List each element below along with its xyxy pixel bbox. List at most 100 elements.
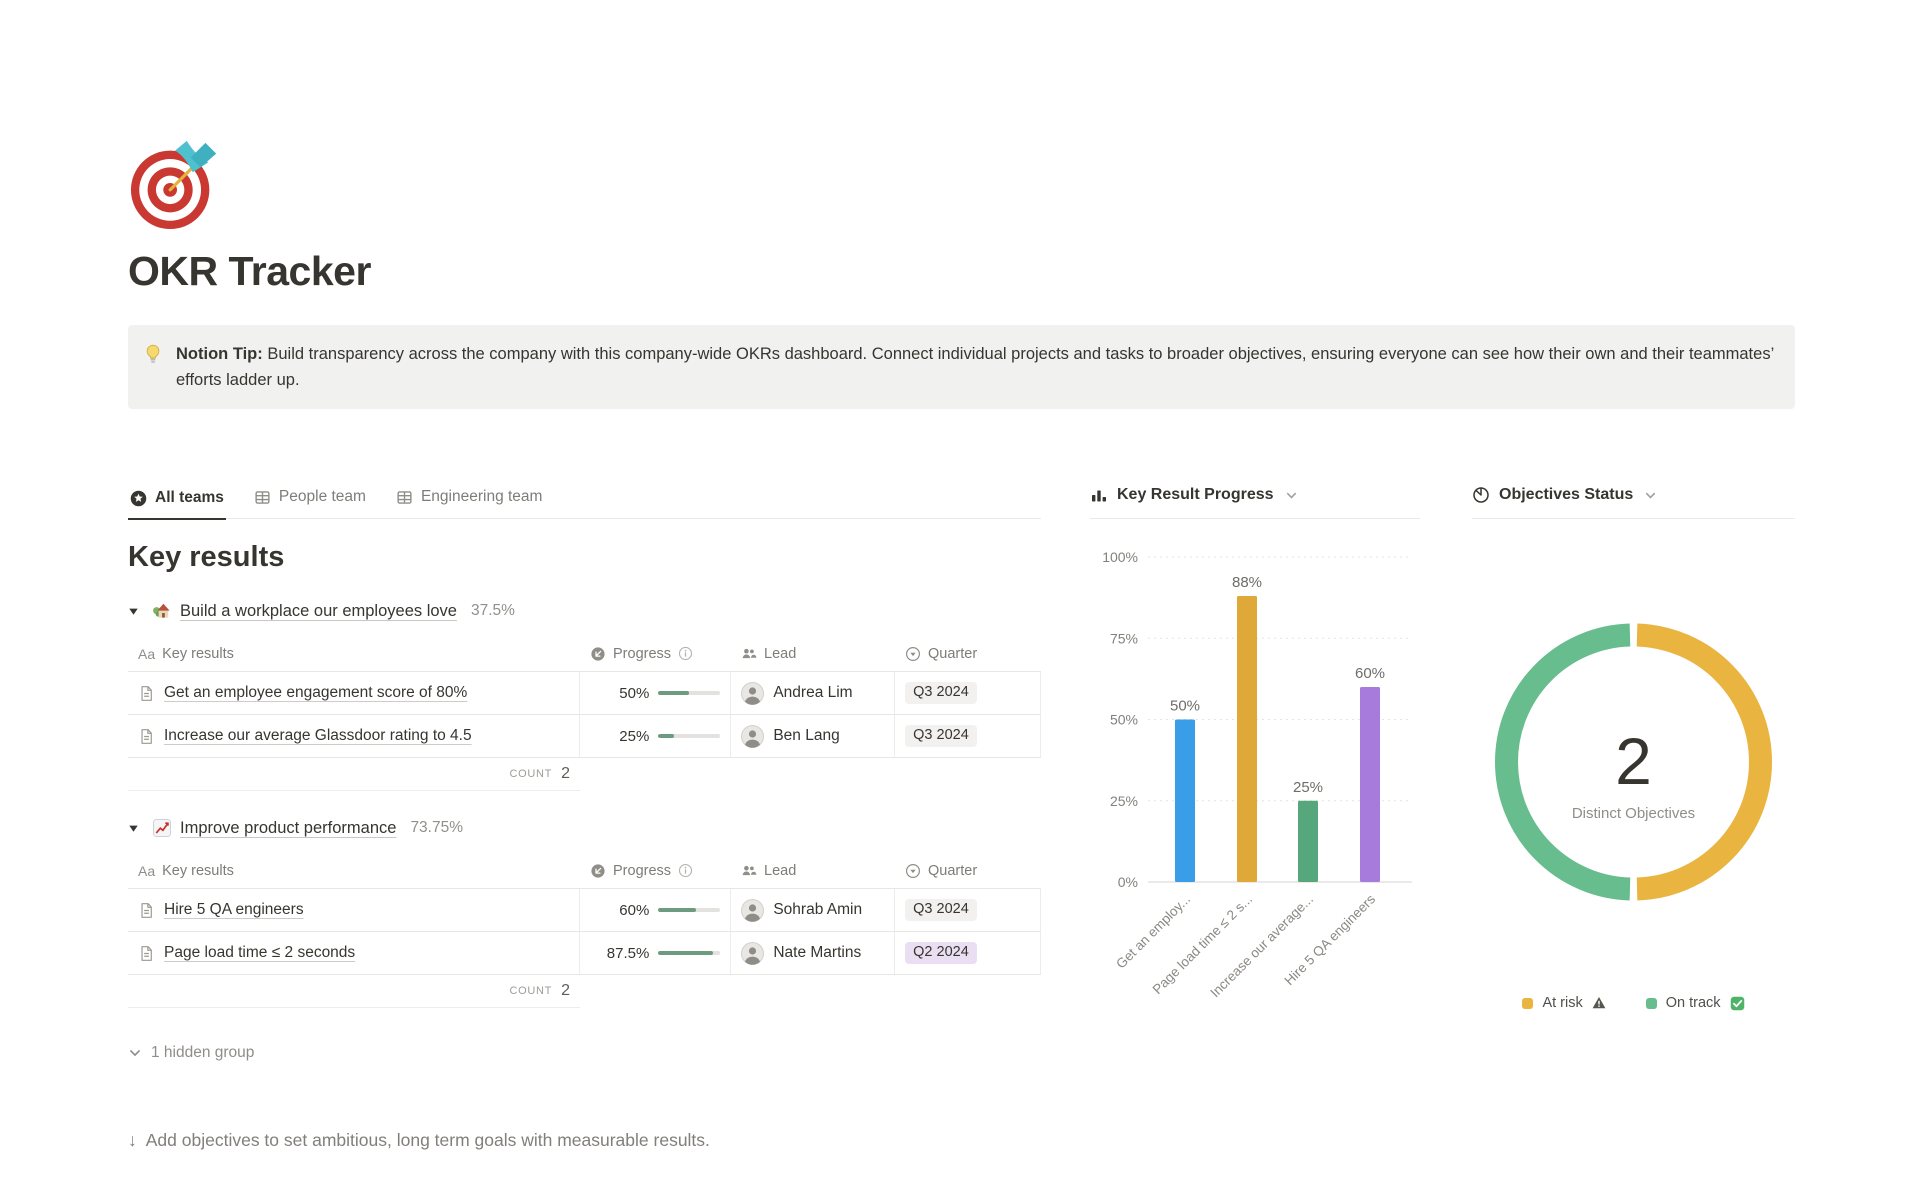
notion-tip-callout: Notion Tip: Build transparency across th… xyxy=(128,325,1795,409)
avatar xyxy=(741,724,765,748)
name-cell[interactable]: Page load time ≤ 2 seconds xyxy=(128,932,579,974)
progress-cell[interactable]: 60% xyxy=(579,889,730,931)
table-header-row: Aa Key results Progress Lead Quarter xyxy=(128,853,1041,889)
bar[interactable] xyxy=(1175,719,1195,883)
column-header-quarter[interactable]: Quarter xyxy=(895,863,1041,879)
progress-bar xyxy=(658,733,721,739)
donut-chart: 2 Distinct Objectives xyxy=(1472,519,1795,919)
y-axis-tick-label: 25% xyxy=(1110,793,1138,809)
lead-cell[interactable]: Sohrab Amin xyxy=(730,889,894,931)
quarter-cell[interactable]: Q3 2024 xyxy=(894,715,1040,757)
group-title-link[interactable]: Improve product performance xyxy=(180,818,397,837)
group-header: Build a workplace our employees love 37.5… xyxy=(128,601,1041,621)
donut-center-label: Distinct Objectives xyxy=(1572,805,1695,822)
y-axis-tick-label: 75% xyxy=(1110,630,1138,646)
name-cell[interactable]: Get an employee engagement score of 80% xyxy=(128,672,579,714)
bar-chart-header[interactable]: Key Result Progress xyxy=(1090,485,1420,519)
avatar xyxy=(741,941,765,965)
count-value: 2 xyxy=(561,982,570,999)
hidden-group-toggle[interactable]: 1 hidden group xyxy=(128,1044,1041,1062)
group-percent: 73.75% xyxy=(410,819,464,836)
tab-engineering-team[interactable]: Engineering team xyxy=(394,485,545,518)
down-arrow-icon: ↓ xyxy=(128,1130,137,1150)
info-icon[interactable] xyxy=(678,646,693,661)
progress-cell[interactable]: 50% xyxy=(579,672,730,714)
lead-cell[interactable]: Nate Martins xyxy=(730,932,894,974)
donut-legend: At risk On track xyxy=(1472,995,1795,1011)
count-row[interactable]: COUNT 2 xyxy=(128,758,580,791)
callout-lead-in: Notion Tip: xyxy=(176,345,263,363)
lead-cell[interactable]: Ben Lang xyxy=(730,715,894,757)
group-title-link[interactable]: Build a workplace our employees love xyxy=(180,601,457,620)
legend-item-on-track[interactable]: On track xyxy=(1645,995,1745,1011)
okr-tracker-page: OKR Tracker Notion Tip: Build transparen… xyxy=(128,134,1920,1151)
quarter-cell[interactable]: Q3 2024 xyxy=(894,672,1040,714)
row-title-link: Hire 5 QA engineers xyxy=(164,901,304,918)
lead-cell[interactable]: Andrea Lim xyxy=(730,672,894,714)
lead-name: Nate Martins xyxy=(773,944,862,961)
lead-name: Ben Lang xyxy=(773,727,840,744)
name-cell[interactable]: Hire 5 QA engineers xyxy=(128,889,579,931)
bar-chart-icon xyxy=(1090,486,1108,504)
bar[interactable] xyxy=(1298,800,1318,882)
key-results-group: Improve product performance 73.75% Aa Key r… xyxy=(128,818,1041,1008)
column-header-progress[interactable]: Progress xyxy=(580,863,731,879)
key-results-column: All teams People team Engineering team Key… xyxy=(128,485,1041,1151)
star-circle-icon xyxy=(130,490,147,507)
quarter-cell[interactable]: Q3 2024 xyxy=(894,889,1040,931)
key-results-table: Aa Key results Progress Lead Quarter Hire 5 Q… xyxy=(128,853,1041,1008)
table-row: Page load time ≤ 2 seconds 87.5% Nate Mart… xyxy=(128,932,1041,975)
column-header-name[interactable]: Aa Key results xyxy=(138,862,234,879)
chevron-down-icon xyxy=(1644,489,1657,502)
check-icon xyxy=(1730,996,1745,1011)
column-header-name[interactable]: Aa Key results xyxy=(138,645,234,662)
name-cell[interactable]: Increase our average Glassdoor rating to… xyxy=(128,715,579,757)
bar-value-label: 88% xyxy=(1232,574,1262,591)
chart-up-emoji xyxy=(152,818,172,838)
legend-label: On track xyxy=(1665,995,1721,1011)
group-header: Improve product performance 73.75% xyxy=(128,818,1041,838)
hidden-group-label: 1 hidden group xyxy=(151,1044,255,1061)
page-emoji-target-dart-icon[interactable] xyxy=(128,134,1920,232)
bar[interactable] xyxy=(1237,596,1257,882)
pie-chart-icon xyxy=(1472,486,1490,504)
column-header-lead[interactable]: Lead xyxy=(731,646,895,662)
column-header-progress[interactable]: Progress xyxy=(580,646,731,662)
progress-cell[interactable]: 87.5% xyxy=(579,932,730,974)
column-header-lead[interactable]: Lead xyxy=(731,863,895,879)
count-label: COUNT xyxy=(509,985,553,997)
donut-slice[interactable] xyxy=(1495,623,1631,901)
y-axis-tick-label: 0% xyxy=(1118,874,1138,890)
tab-people-team[interactable]: People team xyxy=(252,485,368,518)
callout-text: Notion Tip: Build transparency across th… xyxy=(176,345,1774,389)
column-header-quarter[interactable]: Quarter xyxy=(895,646,1041,662)
legend-item-at-risk[interactable]: At risk xyxy=(1522,995,1606,1011)
info-icon[interactable] xyxy=(678,863,693,878)
house-emoji xyxy=(152,601,172,621)
progress-value: 60% xyxy=(619,901,650,919)
page-title: OKR Tracker xyxy=(128,248,371,294)
group-toggle-icon[interactable] xyxy=(128,823,152,834)
chart-title: Key Result Progress xyxy=(1117,486,1274,503)
quarter-cell[interactable]: Q2 2024 xyxy=(894,932,1040,974)
y-axis-tick-label: 50% xyxy=(1110,712,1138,728)
objectives-status-module: Objectives Status 2 Distinct Objectives A… xyxy=(1472,485,1795,1011)
quarter-tag: Q2 2024 xyxy=(905,941,977,965)
key-results-table: Aa Key results Progress Lead Quarter Get an e… xyxy=(128,636,1041,791)
row-title-link: Page load time ≤ 2 seconds xyxy=(164,944,356,961)
bar[interactable] xyxy=(1360,687,1380,882)
progress-bar xyxy=(658,690,721,696)
table-row: Hire 5 QA engineers 60% Sohrab Amin Q3 2024 xyxy=(128,889,1041,932)
donut-chart-header[interactable]: Objectives Status xyxy=(1472,485,1795,519)
key-result-progress-module: Key Result Progress 0% 25% 50% 75% 100% 50% Ge… xyxy=(1090,485,1420,1054)
donut-center-value: 2 xyxy=(1615,724,1652,798)
legend-swatch xyxy=(1522,997,1534,1009)
progress-cell[interactable]: 25% xyxy=(579,715,730,757)
x-axis-tick-label: Increase our average... xyxy=(1207,892,1316,1001)
count-row[interactable]: COUNT 2 xyxy=(128,975,580,1008)
row-title-link: Increase our average Glassdoor rating to… xyxy=(164,727,472,744)
tab-label: Engineering team xyxy=(420,488,543,505)
group-toggle-icon[interactable] xyxy=(128,606,152,617)
donut-slice[interactable] xyxy=(1636,623,1772,901)
tab-all-teams[interactable]: All teams xyxy=(128,485,226,520)
